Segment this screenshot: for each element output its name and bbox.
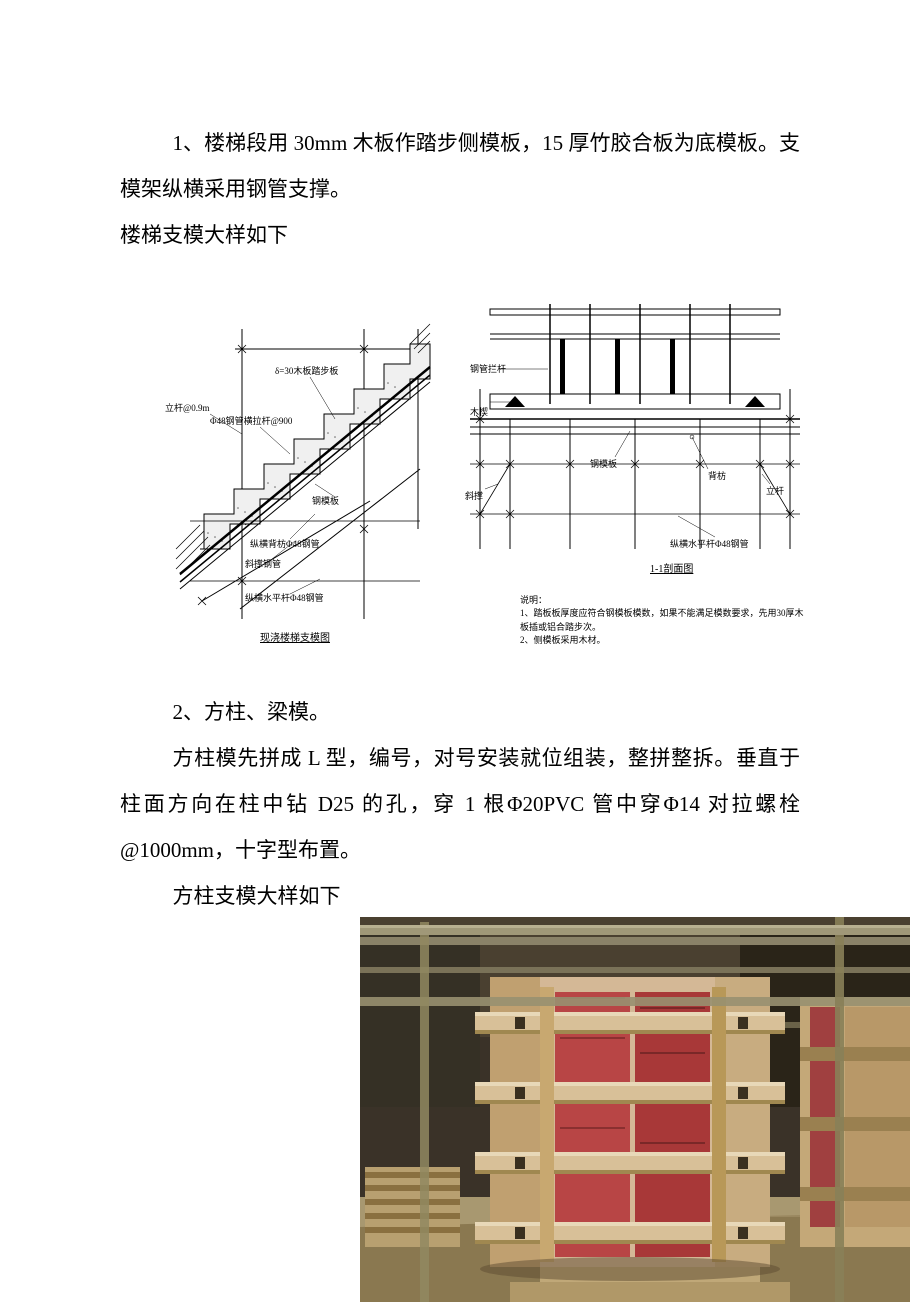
diagram-notes: 说明： 1、踏板板厚度应符合钢模板模数，如果不能满足模数要求，先用30厚木板插或… <box>460 594 810 648</box>
diagram-label-l5: 纵横背枋Φ48钢管 <box>250 538 320 549</box>
paragraph-5: 方柱支模大样如下 <box>120 873 800 919</box>
diagram-r-label-l1: 钢管拦杆 <box>470 363 506 374</box>
diagram-right-caption: 1-1剖面图 <box>650 562 693 575</box>
paragraph-4: 方柱模先拼成 L 型，编号，对号安装就位组装，整拼整拆。垂直于柱面方向在柱中钻 … <box>120 735 800 874</box>
diagram-r-label-l4: 钢模板 <box>590 458 617 469</box>
paragraph-1: 1、楼梯段用 30mm 木板作踏步侧模板，15 厚竹胶合板为底模板。支模架纵横采… <box>120 120 800 212</box>
paragraph-2: 楼梯支模大样如下 <box>120 212 800 258</box>
diagram-r-label-l7: 纵横水平杆Φ48钢管 <box>670 538 749 549</box>
column-formwork-photo <box>360 917 910 1302</box>
diagram-r-label-l5: 背枋 <box>708 470 726 481</box>
paragraph-3: 2、方柱、梁模。 <box>120 689 800 735</box>
diagram-label-l4: 钢模板 <box>312 495 339 506</box>
stair-formwork-diagram: 立杆@0.9m δ=30木板踏步板 Φ48钢管横拉杆@900 钢模板 纵横背枋Φ… <box>160 289 440 649</box>
diagram-label-l3: Φ48钢管横拉杆@900 <box>210 415 293 426</box>
diagram-r-label-l3: 斜撑 <box>465 490 483 501</box>
diagram-label-l6: 斜撑钢管 <box>245 558 281 569</box>
diagram-label-l1: 立杆@0.9m <box>165 402 210 413</box>
diagram-r-label-l2: 木楔 <box>470 406 488 417</box>
diagram-label-l7: 纵横水平杆Φ48钢管 <box>245 592 324 603</box>
notes-title: 说明： <box>520 594 810 608</box>
notes-line-1: 1、踏板板厚度应符合钢模板模数，如果不能满足模数要求，先用30厚木板插或铝合踏步… <box>520 607 810 634</box>
diagram-row: 立杆@0.9m δ=30木板踏步板 Φ48钢管横拉杆@900 钢模板 纵横背枋Φ… <box>120 289 800 649</box>
diagram-label-l2: δ=30木板踏步板 <box>275 365 338 376</box>
section-diagram: 钢管拦杆 木楔 斜撑 钢模板 背枋 立杆 纵横水平杆Φ48钢管 1-1剖面图 <box>460 289 810 649</box>
diagram-r-label-l6: 立杆 <box>766 485 784 496</box>
diagram-left-caption: 现浇楼梯支模图 <box>260 631 330 644</box>
notes-line-2: 2、侧模板采用木材。 <box>520 634 810 648</box>
